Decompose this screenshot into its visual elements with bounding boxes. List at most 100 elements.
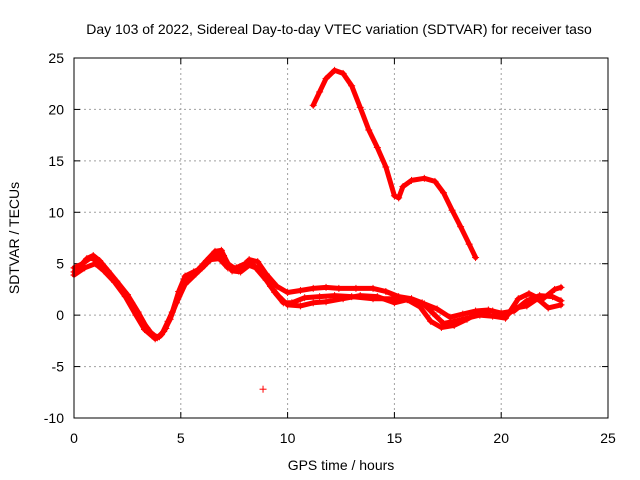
data-point [476, 308, 484, 316]
y-tick-label: 10 [48, 204, 64, 220]
data-point [420, 174, 428, 182]
data-point [433, 305, 441, 313]
x-tick-label: 25 [600, 430, 616, 446]
x-axis-label: GPS time / hours [288, 457, 395, 473]
y-tick-label: 25 [48, 50, 64, 66]
y-tick-label: 5 [56, 256, 64, 272]
data-point [322, 283, 330, 291]
data-point [427, 317, 435, 325]
data-point [259, 385, 267, 393]
axis-ticks [73, 57, 609, 419]
data-point [534, 295, 542, 303]
y-tick-label: 15 [48, 153, 64, 169]
data-point [416, 303, 424, 311]
data-point [111, 278, 119, 286]
data-point [220, 251, 228, 259]
plot-area [70, 66, 565, 393]
data-point [390, 192, 398, 200]
data-point [348, 82, 356, 90]
data-point [523, 302, 531, 310]
data-point [356, 292, 364, 300]
data-point [151, 335, 159, 343]
series-track-2 [71, 247, 564, 341]
data-point [395, 194, 403, 202]
x-tick-labels: 0 5 10 15 20 25 [70, 430, 616, 446]
x-tick-label: 10 [280, 430, 296, 446]
data-point [100, 267, 108, 275]
data-point [309, 299, 317, 307]
y-tick-label: 0 [56, 307, 64, 323]
data-point [200, 262, 208, 270]
x-tick-label: 5 [177, 430, 185, 446]
data-point [192, 270, 200, 278]
data-point [459, 310, 467, 318]
data-point [544, 304, 552, 312]
data-point [164, 317, 172, 325]
data-point [365, 126, 373, 134]
data-point [390, 299, 398, 307]
x-tick-label: 15 [387, 430, 403, 446]
data-point [247, 260, 255, 268]
data-point [382, 163, 390, 171]
data-point [322, 75, 330, 83]
data-point [273, 282, 281, 290]
data-point [352, 284, 360, 292]
data-point [512, 304, 520, 312]
data-point [181, 280, 189, 288]
y-tick-labels: -10 -5 0 5 10 15 20 25 [44, 50, 64, 426]
data-point [429, 309, 437, 317]
data-point [356, 103, 364, 111]
data-point [296, 286, 304, 294]
data-point [91, 260, 99, 268]
data-point [339, 295, 347, 303]
data-point [557, 283, 565, 291]
data-point [254, 258, 262, 266]
data-point [284, 301, 292, 309]
data-point [275, 293, 283, 301]
data-point [245, 256, 253, 264]
data-point [209, 251, 217, 259]
data-point [373, 143, 381, 151]
data-point [81, 264, 89, 272]
y-tick-label: -10 [44, 410, 64, 426]
data-point [472, 254, 480, 262]
y-tick-label: 20 [48, 101, 64, 117]
data-point [331, 66, 339, 74]
x-tick-label: 0 [70, 430, 78, 446]
data-point [284, 289, 292, 297]
data-point [316, 88, 324, 96]
data-point [463, 315, 471, 323]
grid-lines [74, 58, 608, 418]
x-tick-label: 20 [493, 430, 509, 446]
data-point [551, 285, 559, 293]
data-point [301, 294, 309, 302]
data-point [489, 307, 497, 315]
data-point [446, 313, 454, 321]
data-point [403, 296, 411, 304]
data-point [296, 302, 304, 310]
data-point [79, 260, 87, 268]
data-point [87, 254, 95, 262]
data-point [217, 246, 225, 254]
data-point [448, 206, 456, 214]
data-point [450, 321, 458, 329]
data-point [514, 295, 522, 303]
data-point [407, 176, 415, 184]
data-point [237, 268, 245, 276]
data-point [373, 293, 381, 301]
data-point [399, 183, 407, 191]
data-point [316, 293, 324, 301]
data-point [501, 312, 509, 320]
chart-title: Day 103 of 2022, Sidereal Day-to-day VTE… [86, 21, 592, 37]
data-point [418, 299, 426, 307]
data-point [121, 293, 129, 301]
data-point [258, 268, 266, 276]
data-point [140, 326, 148, 334]
data-point [457, 223, 465, 231]
plot-frame [73, 57, 609, 419]
data-point [309, 284, 317, 292]
data-point [132, 311, 140, 319]
data-point [158, 331, 166, 339]
data-point [322, 298, 330, 306]
